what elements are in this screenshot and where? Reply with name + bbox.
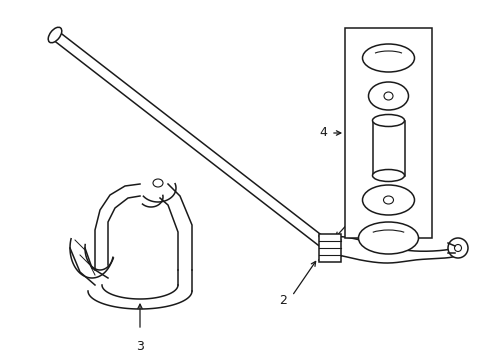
Ellipse shape	[362, 44, 414, 72]
Text: 1: 1	[362, 202, 370, 215]
Bar	[345, 28, 431, 238]
Bar	[318, 234, 340, 262]
Ellipse shape	[383, 196, 393, 204]
Ellipse shape	[368, 82, 407, 110]
Ellipse shape	[447, 238, 467, 258]
Ellipse shape	[372, 170, 404, 181]
Ellipse shape	[362, 185, 414, 215]
Ellipse shape	[383, 92, 392, 100]
Text: 3: 3	[136, 340, 143, 353]
Ellipse shape	[153, 179, 163, 187]
Ellipse shape	[48, 27, 61, 43]
Text: 2: 2	[279, 293, 286, 306]
Ellipse shape	[372, 114, 404, 126]
Ellipse shape	[453, 244, 461, 252]
Text: 4: 4	[319, 126, 326, 139]
Ellipse shape	[358, 222, 418, 254]
